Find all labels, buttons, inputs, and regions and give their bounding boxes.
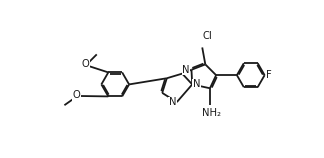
Text: N: N — [168, 97, 176, 107]
Text: F: F — [266, 70, 272, 80]
Text: Cl: Cl — [202, 30, 212, 40]
Text: N: N — [182, 65, 190, 75]
Text: N: N — [193, 79, 201, 89]
Text: O: O — [81, 59, 89, 69]
Text: O: O — [73, 90, 81, 100]
Text: NH₂: NH₂ — [202, 108, 221, 118]
